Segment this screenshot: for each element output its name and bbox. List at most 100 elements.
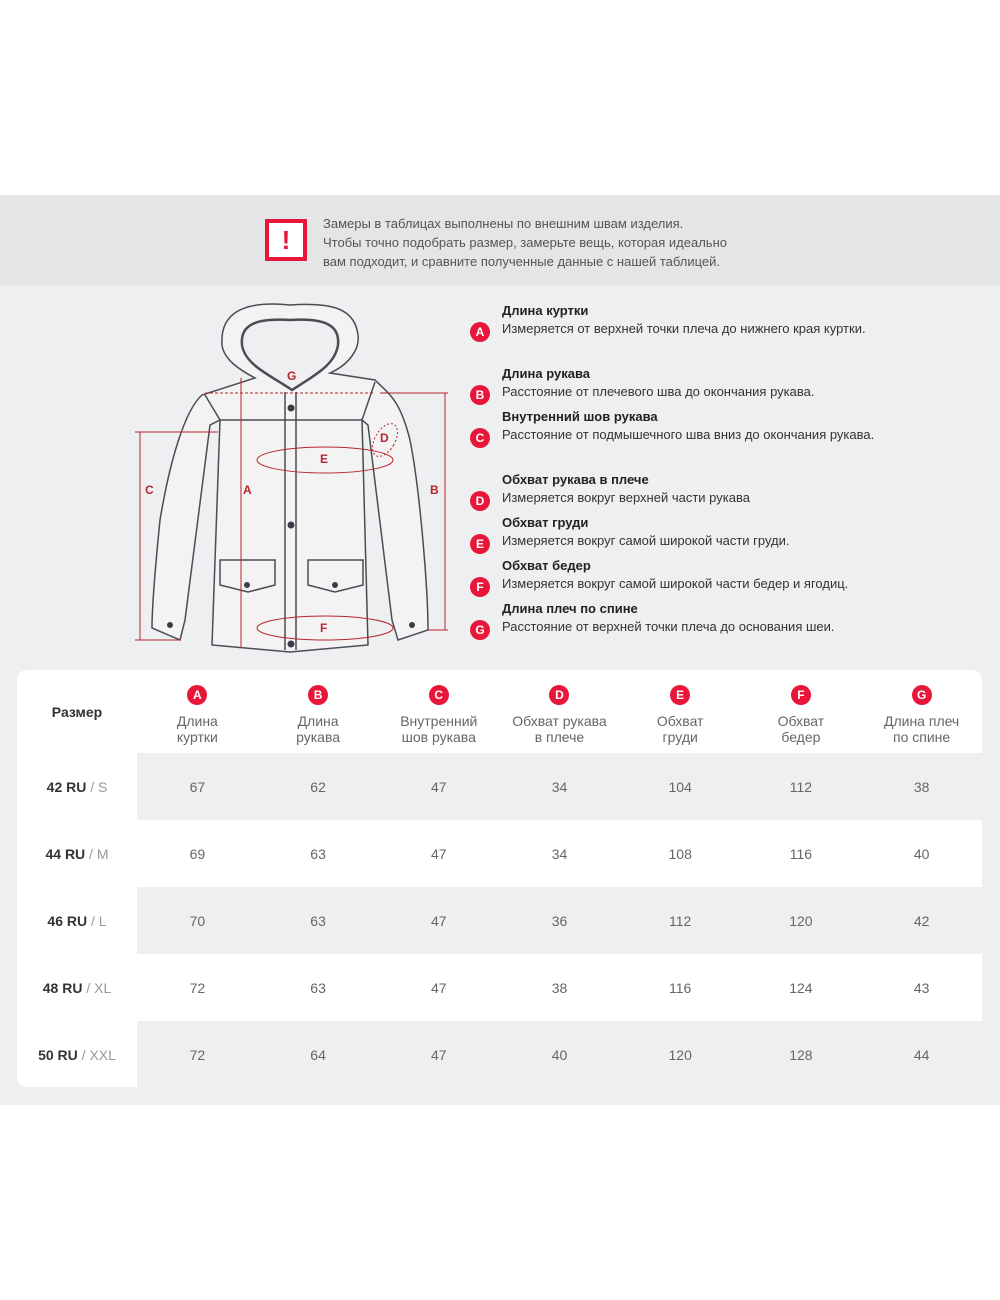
size-ru: 48 RU xyxy=(42,979,83,996)
size-intl: / M xyxy=(85,845,109,862)
header-a: A Длина куртки xyxy=(137,670,258,753)
value-cell: 120 xyxy=(619,1021,741,1087)
legend-item: D Обхват рукава в плече Измеряется вокруг … xyxy=(470,471,990,514)
value-cell: 47 xyxy=(378,1021,500,1087)
value-cell: 34 xyxy=(499,753,620,820)
value-cell: 47 xyxy=(430,845,447,862)
notice-text: Замеры в таблицах выполнены по внешним ш… xyxy=(323,214,727,271)
badge-f: F xyxy=(790,685,811,705)
value-cell: 63 xyxy=(257,887,379,954)
legend-title: Обхват рукава в плече xyxy=(502,472,649,487)
size-intl: / S xyxy=(86,778,108,795)
header-line: по спине xyxy=(893,729,951,745)
badge-d: D xyxy=(549,685,570,705)
size-ru: 42 RU xyxy=(46,778,87,795)
value-cell: 34 xyxy=(551,845,568,862)
header-line: куртки xyxy=(176,729,218,745)
value-cell: 63 xyxy=(310,979,326,996)
header-e: E Обхват груди xyxy=(620,670,741,753)
value-cell: 112 xyxy=(619,887,741,954)
badge-c: C xyxy=(428,685,449,705)
value-cell: 67 xyxy=(137,753,258,820)
badge-c: C xyxy=(470,428,490,448)
value-cell: 128 xyxy=(740,1021,862,1087)
badge-a: A xyxy=(187,685,208,705)
value-cell: 40 xyxy=(499,1021,620,1087)
badge-b: B xyxy=(470,385,490,405)
value-cell: 70 xyxy=(137,887,258,954)
size-intl: / XL xyxy=(82,979,112,996)
notice-line: вам подходит, и сравните полученные данн… xyxy=(323,254,721,269)
value-cell: 72 xyxy=(189,979,206,996)
value-cell: 124 xyxy=(789,979,813,996)
jacket-diagram: G A B C D E F xyxy=(135,303,448,653)
header-f: F Обхват бедер xyxy=(741,670,862,753)
table-row: 46 RU / L 70 63 47 36 112 120 42 xyxy=(17,887,982,954)
size-ru: 50 RU xyxy=(38,1046,78,1063)
label-d: D xyxy=(380,431,389,445)
value-cell: 62 xyxy=(257,753,379,820)
measurement-legend: A Длина куртки Измеряется от верхней точки… xyxy=(470,302,990,643)
header-line: Внутренний xyxy=(400,713,478,729)
legend-item: G Длина плеч по спине Расстояние от верхне… xyxy=(470,600,990,643)
notice-band xyxy=(0,195,1000,285)
label-g: G xyxy=(287,369,296,383)
badge-e: E xyxy=(470,534,490,554)
header-line: бедер xyxy=(781,729,821,745)
badge-g: G xyxy=(470,620,490,640)
size-ru: 44 RU xyxy=(45,845,86,862)
value-cell: 104 xyxy=(619,753,741,820)
size-cell: 50 RU / XXL xyxy=(17,1021,137,1087)
exclamation-icon: ! xyxy=(265,219,307,261)
value-cell: 38 xyxy=(551,979,568,996)
value-cell: 36 xyxy=(499,887,620,954)
header-line: Длина плеч xyxy=(883,713,960,729)
value-cell: 38 xyxy=(861,753,982,820)
legend-desc: Расстояние от подмышечного шва вниз до о… xyxy=(502,427,875,442)
header-line: Обхват рукава xyxy=(512,713,607,729)
notice-line: Замеры в таблицах выполнены по внешним ш… xyxy=(323,216,684,231)
legend-title: Обхват бедер xyxy=(502,558,591,573)
label-e: E xyxy=(320,452,328,466)
header-b: B Длина рукава xyxy=(258,670,379,753)
label-f: F xyxy=(320,621,327,635)
size-intl: / L xyxy=(87,912,107,929)
badge-f: F xyxy=(470,577,490,597)
legend-desc: Измеряется от верхней точки плеча до ниж… xyxy=(502,321,866,336)
legend-item: B Длина рукава Расстояние от плечевого шва… xyxy=(470,365,990,408)
value-cell: 69 xyxy=(189,845,206,862)
header-line: Обхват xyxy=(777,713,825,729)
table-row: 44 RU / M 69 63 47 34 108 116 40 xyxy=(17,820,982,887)
value-cell: 108 xyxy=(668,845,692,862)
legend-desc: Измеряется вокруг самой широкой части гр… xyxy=(502,533,790,548)
value-cell: 42 xyxy=(861,887,982,954)
value-cell: 44 xyxy=(861,1021,982,1087)
label-c: C xyxy=(145,483,154,497)
value-cell: 47 xyxy=(378,753,500,820)
legend-title: Длина куртки xyxy=(502,303,589,318)
legend-title: Длина плеч по спине xyxy=(502,601,638,616)
header-d: D Обхват рукава в плече xyxy=(499,670,620,753)
table-row: 42 RU / S 67 62 47 34 104 112 38 xyxy=(17,753,982,820)
value-cell: 120 xyxy=(740,887,862,954)
size-cell: 46 RU / L xyxy=(17,887,137,954)
value-cell: 72 xyxy=(137,1021,258,1087)
legend-item: E Обхват груди Измеряется вокруг самой шир… xyxy=(470,514,990,557)
badge-b: B xyxy=(308,685,329,705)
value-cell: 112 xyxy=(740,753,862,820)
value-cell: 116 xyxy=(669,979,692,996)
value-cell: 40 xyxy=(913,845,930,862)
value-cell: 47 xyxy=(378,887,500,954)
size-ru: 46 RU xyxy=(47,912,88,929)
badge-d: D xyxy=(470,491,490,511)
size-table-card: Размер A Длина куртки B Длина рукава C Внутренн… xyxy=(17,670,982,1087)
header-line: рукава xyxy=(296,729,341,745)
header-line: груди xyxy=(662,729,698,745)
value-cell: 47 xyxy=(430,979,447,996)
size-cell: 42 RU / S xyxy=(17,753,137,820)
legend-desc: Измеряется вокруг верхней части рукава xyxy=(502,490,750,505)
legend-item: C Внутренний шов рукава Расстояние от подм… xyxy=(470,408,990,471)
legend-item: F Обхват бедер Измеряется вокруг самой шир… xyxy=(470,557,990,600)
table-row: 50 RU / XXL 72 64 47 40 120 128 44 xyxy=(17,1021,982,1087)
legend-desc: Измеряется вокруг самой широкой части бе… xyxy=(502,576,849,591)
